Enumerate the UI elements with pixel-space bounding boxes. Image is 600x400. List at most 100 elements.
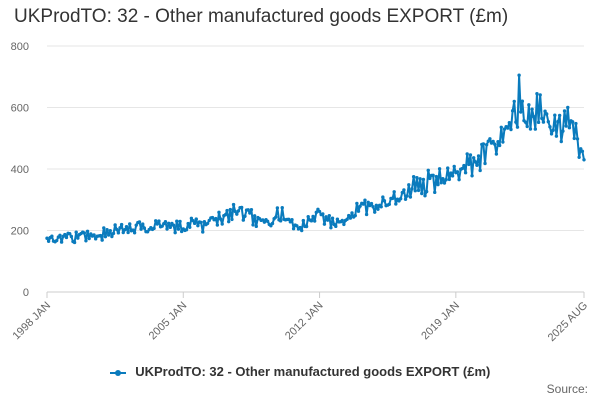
data-point[interactable] <box>512 99 516 104</box>
data-point[interactable] <box>528 127 533 131</box>
data-point[interactable] <box>270 221 275 226</box>
data-point[interactable] <box>291 226 296 231</box>
data-point[interactable] <box>105 227 109 232</box>
data-point[interactable] <box>496 139 500 144</box>
data-point[interactable] <box>231 202 236 207</box>
data-point[interactable] <box>199 220 203 225</box>
data-point[interactable] <box>192 221 197 226</box>
data-point[interactable] <box>403 197 408 201</box>
data-point[interactable] <box>394 202 398 206</box>
data-point[interactable] <box>251 223 255 227</box>
data-point[interactable] <box>165 227 169 231</box>
data-point[interactable] <box>74 230 78 234</box>
data-point[interactable] <box>462 163 466 168</box>
data-point[interactable] <box>371 205 375 209</box>
data-point[interactable] <box>473 160 477 164</box>
data-point[interactable] <box>160 224 164 228</box>
data-point[interactable] <box>553 113 557 117</box>
data-point[interactable] <box>527 103 531 107</box>
data-point[interactable] <box>220 222 224 226</box>
data-point[interactable] <box>306 214 310 219</box>
data-point[interactable] <box>577 155 581 159</box>
data-point[interactable] <box>439 180 443 185</box>
data-point[interactable] <box>223 213 228 217</box>
data-point[interactable] <box>168 225 172 230</box>
data-point[interactable] <box>68 231 72 236</box>
data-point[interactable] <box>186 221 190 226</box>
data-point[interactable] <box>76 236 80 240</box>
data-point[interactable] <box>227 219 231 224</box>
data-point[interactable] <box>434 174 439 179</box>
data-point[interactable] <box>265 219 270 224</box>
data-point[interactable] <box>325 218 330 222</box>
data-point[interactable] <box>374 203 379 208</box>
data-point[interactable] <box>347 213 351 218</box>
data-point[interactable] <box>134 223 138 227</box>
data-point[interactable] <box>510 109 515 113</box>
data-point[interactable] <box>139 227 143 231</box>
series-line[interactable] <box>46 74 585 244</box>
data-point[interactable] <box>317 209 322 214</box>
data-point[interactable] <box>523 120 528 124</box>
data-point[interactable] <box>387 202 392 206</box>
data-point[interactable] <box>525 124 529 129</box>
data-point[interactable] <box>423 194 427 198</box>
data-point[interactable] <box>420 191 424 196</box>
data-point[interactable] <box>324 215 328 219</box>
data-point[interactable] <box>567 126 572 130</box>
data-point[interactable] <box>533 127 538 131</box>
data-point[interactable] <box>194 217 198 221</box>
data-point[interactable] <box>321 212 325 216</box>
data-point[interactable] <box>228 207 233 212</box>
data-point[interactable] <box>483 161 487 166</box>
data-point[interactable] <box>493 142 497 146</box>
data-point[interactable] <box>280 206 284 210</box>
data-point[interactable] <box>379 205 383 209</box>
data-point[interactable] <box>108 228 112 233</box>
data-point[interactable] <box>141 222 145 226</box>
data-point[interactable] <box>561 129 565 133</box>
data-point[interactable] <box>463 171 468 175</box>
data-point[interactable] <box>554 134 559 138</box>
data-point[interactable] <box>416 188 421 193</box>
data-point[interactable] <box>551 128 555 132</box>
data-point[interactable] <box>562 109 567 113</box>
data-point[interactable] <box>467 162 471 167</box>
data-point[interactable] <box>411 175 416 179</box>
data-point[interactable] <box>246 208 250 212</box>
data-point[interactable] <box>154 219 158 223</box>
data-point[interactable] <box>119 222 124 227</box>
data-point[interactable] <box>392 190 396 194</box>
data-point[interactable] <box>390 196 395 201</box>
data-point[interactable] <box>123 227 127 232</box>
data-point[interactable] <box>196 223 200 228</box>
data-point[interactable] <box>301 218 306 223</box>
data-point[interactable] <box>50 234 54 238</box>
data-point[interactable] <box>437 167 442 171</box>
data-point[interactable] <box>355 201 359 206</box>
data-point[interactable] <box>421 177 426 182</box>
data-point[interactable] <box>509 127 513 132</box>
data-point[interactable] <box>541 120 546 124</box>
data-point[interactable] <box>559 139 563 144</box>
data-point[interactable] <box>207 218 211 223</box>
data-point[interactable] <box>415 175 419 180</box>
data-point[interactable] <box>433 190 437 195</box>
data-point[interactable] <box>536 120 541 125</box>
data-point[interactable] <box>131 228 135 232</box>
data-point[interactable] <box>556 119 560 124</box>
data-point[interactable] <box>102 226 106 230</box>
data-point[interactable] <box>304 224 309 229</box>
data-point[interactable] <box>475 163 479 167</box>
data-point[interactable] <box>566 105 570 110</box>
data-point[interactable] <box>361 202 366 206</box>
data-point[interactable] <box>275 206 280 210</box>
data-point[interactable] <box>98 233 103 238</box>
data-point[interactable] <box>418 177 422 181</box>
data-point[interactable] <box>230 217 234 222</box>
data-point[interactable] <box>152 226 156 231</box>
data-point[interactable] <box>468 153 473 157</box>
data-point[interactable] <box>329 226 333 230</box>
data-point[interactable] <box>121 230 125 235</box>
data-point[interactable] <box>252 214 257 218</box>
